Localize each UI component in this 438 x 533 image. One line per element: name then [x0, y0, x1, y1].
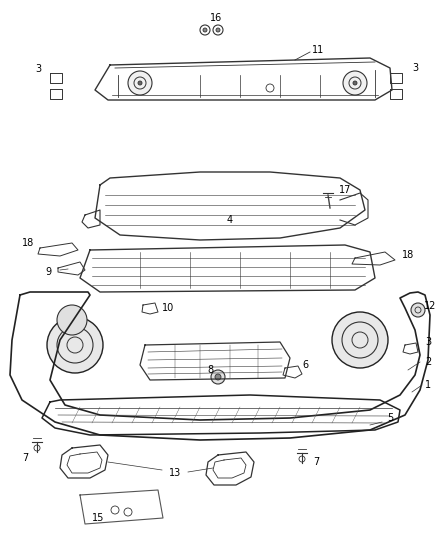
Circle shape — [353, 81, 357, 85]
Text: 4: 4 — [227, 215, 233, 225]
Text: 18: 18 — [402, 250, 414, 260]
Text: 12: 12 — [424, 301, 436, 311]
Text: 15: 15 — [92, 513, 104, 523]
Circle shape — [47, 317, 103, 373]
Text: 11: 11 — [312, 45, 324, 55]
Text: 16: 16 — [210, 13, 222, 23]
Text: 5: 5 — [387, 413, 393, 423]
Text: 3: 3 — [425, 337, 431, 347]
Circle shape — [200, 25, 210, 35]
Circle shape — [411, 303, 425, 317]
Text: 7: 7 — [313, 457, 319, 467]
Text: 9: 9 — [45, 267, 51, 277]
Text: 17: 17 — [339, 185, 351, 195]
Circle shape — [343, 71, 367, 95]
Text: 8: 8 — [207, 365, 213, 375]
Text: 6: 6 — [302, 360, 308, 370]
Text: 3: 3 — [412, 63, 418, 73]
Circle shape — [138, 81, 142, 85]
Circle shape — [203, 28, 207, 32]
Text: 13: 13 — [169, 468, 181, 478]
Text: 2: 2 — [425, 357, 431, 367]
Circle shape — [332, 312, 388, 368]
Circle shape — [213, 25, 223, 35]
Circle shape — [128, 71, 152, 95]
Text: 18: 18 — [22, 238, 34, 248]
Text: 10: 10 — [162, 303, 174, 313]
Circle shape — [57, 305, 87, 335]
Circle shape — [215, 374, 221, 380]
Circle shape — [216, 28, 220, 32]
Text: 3: 3 — [35, 64, 41, 74]
Text: 1: 1 — [425, 380, 431, 390]
Circle shape — [211, 370, 225, 384]
Text: 7: 7 — [22, 453, 28, 463]
